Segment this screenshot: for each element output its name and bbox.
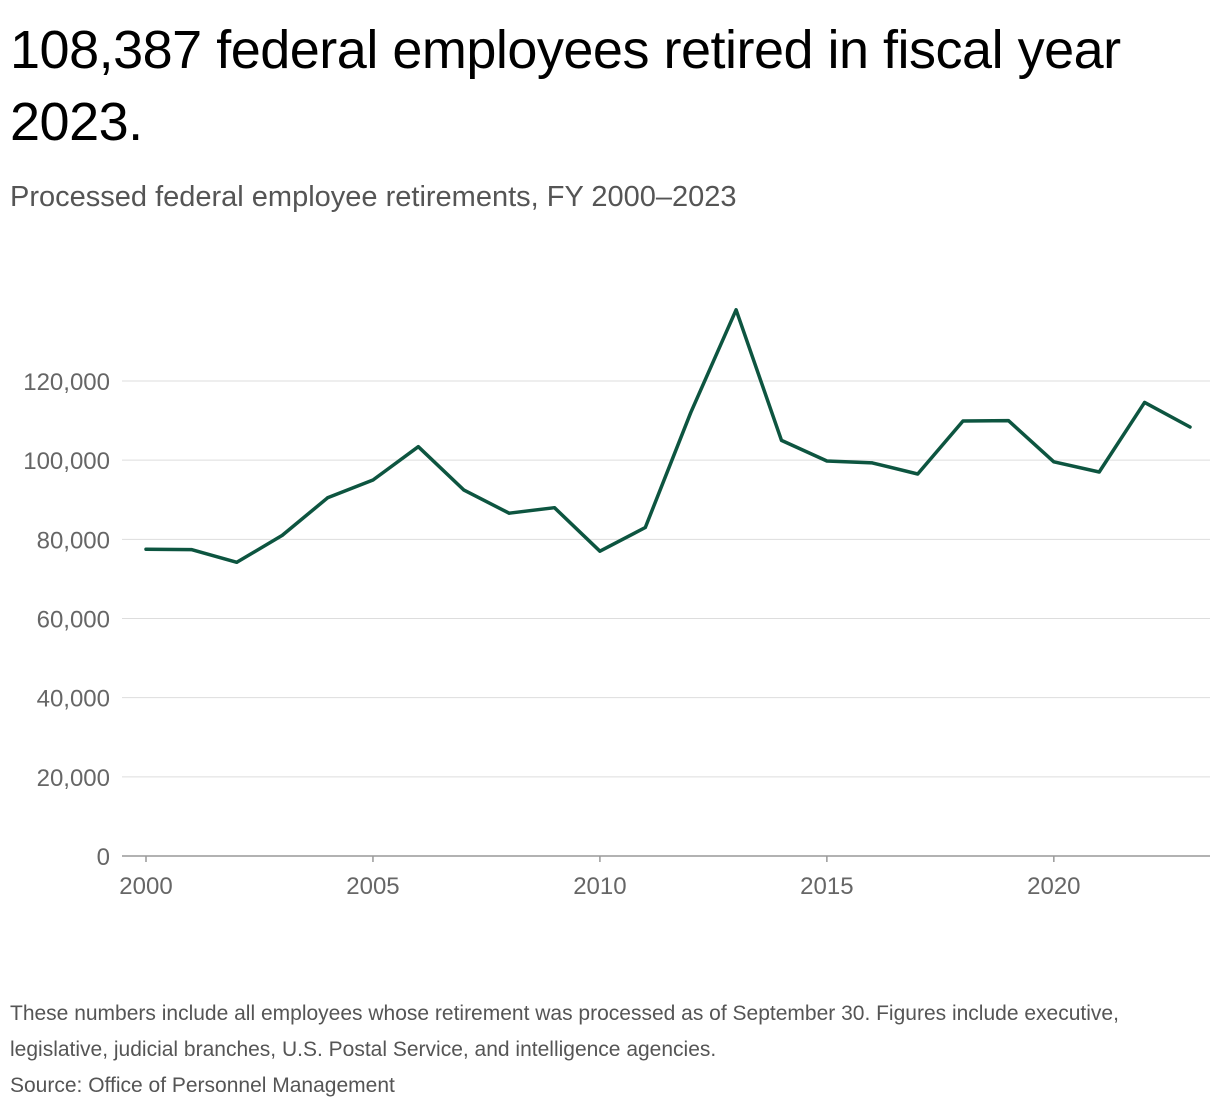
- data-point-2004: [326, 496, 330, 500]
- data-point-2010: [598, 549, 602, 553]
- x-tick-label: 2005: [346, 873, 399, 900]
- series-line: [144, 308, 1192, 565]
- data-point-2000: [144, 547, 148, 551]
- data-point-2016: [870, 461, 874, 465]
- data-point-2012: [689, 411, 693, 415]
- source-note: Source: Office of Personnel Management: [10, 1074, 395, 1097]
- data-point-2018: [961, 419, 965, 423]
- y-tick-label: 60,000: [37, 607, 110, 634]
- data-point-2006: [416, 445, 420, 449]
- y-tick-label: 120,000: [23, 369, 110, 396]
- x-tick-label: 2015: [800, 873, 853, 900]
- data-point-2007: [462, 488, 466, 492]
- data-point-2021: [1097, 470, 1101, 474]
- chart-footer: These numbers include all employees whos…: [10, 996, 1210, 1104]
- data-point-2011: [643, 526, 647, 529]
- data-point-2013: [734, 308, 738, 312]
- data-point-2014: [780, 438, 783, 442]
- data-point-2001: [189, 548, 193, 552]
- data-point-2019: [1006, 419, 1010, 423]
- data-point-2009: [553, 506, 556, 510]
- series-layer: [144, 308, 1192, 565]
- y-tick-label: 0: [97, 844, 110, 871]
- data-point-2023: [1188, 425, 1192, 429]
- x-tick-label: 2010: [573, 873, 626, 900]
- chart-subtitle: Processed federal employee retirements, …: [10, 181, 737, 213]
- x-tick-label: 2000: [119, 873, 172, 900]
- data-point-2017: [916, 472, 920, 476]
- footnote: These numbers include all employees whos…: [10, 1002, 1119, 1061]
- data-point-2020: [1052, 460, 1056, 464]
- data-point-2005: [371, 478, 375, 482]
- x-axis-tick-labels: 2000 2005 2010 2015 2020: [119, 856, 1081, 900]
- chart-title: 108,387 federal employees retired in fis…: [10, 20, 1121, 152]
- data-point-2002: [235, 560, 239, 564]
- y-tick-label: 20,000: [37, 765, 110, 792]
- y-tick-label: 40,000: [37, 686, 110, 713]
- data-point-2008: [507, 511, 511, 515]
- gridlines: [122, 380, 1210, 778]
- data-point-2022: [1143, 400, 1147, 404]
- x-tick-label: 2020: [1027, 873, 1080, 900]
- y-tick-label: 100,000: [23, 448, 110, 475]
- y-tick-label: 80,000: [37, 527, 110, 554]
- data-point-2015: [825, 459, 829, 463]
- y-axis-tick-labels: 0 20,000 40,000 60,000 80,000 100,000 120,000: [23, 369, 110, 871]
- data-point-2003: [280, 533, 284, 537]
- line-chart: 020,00040,00060,00080,000100,000120,000 …: [23, 308, 1210, 900]
